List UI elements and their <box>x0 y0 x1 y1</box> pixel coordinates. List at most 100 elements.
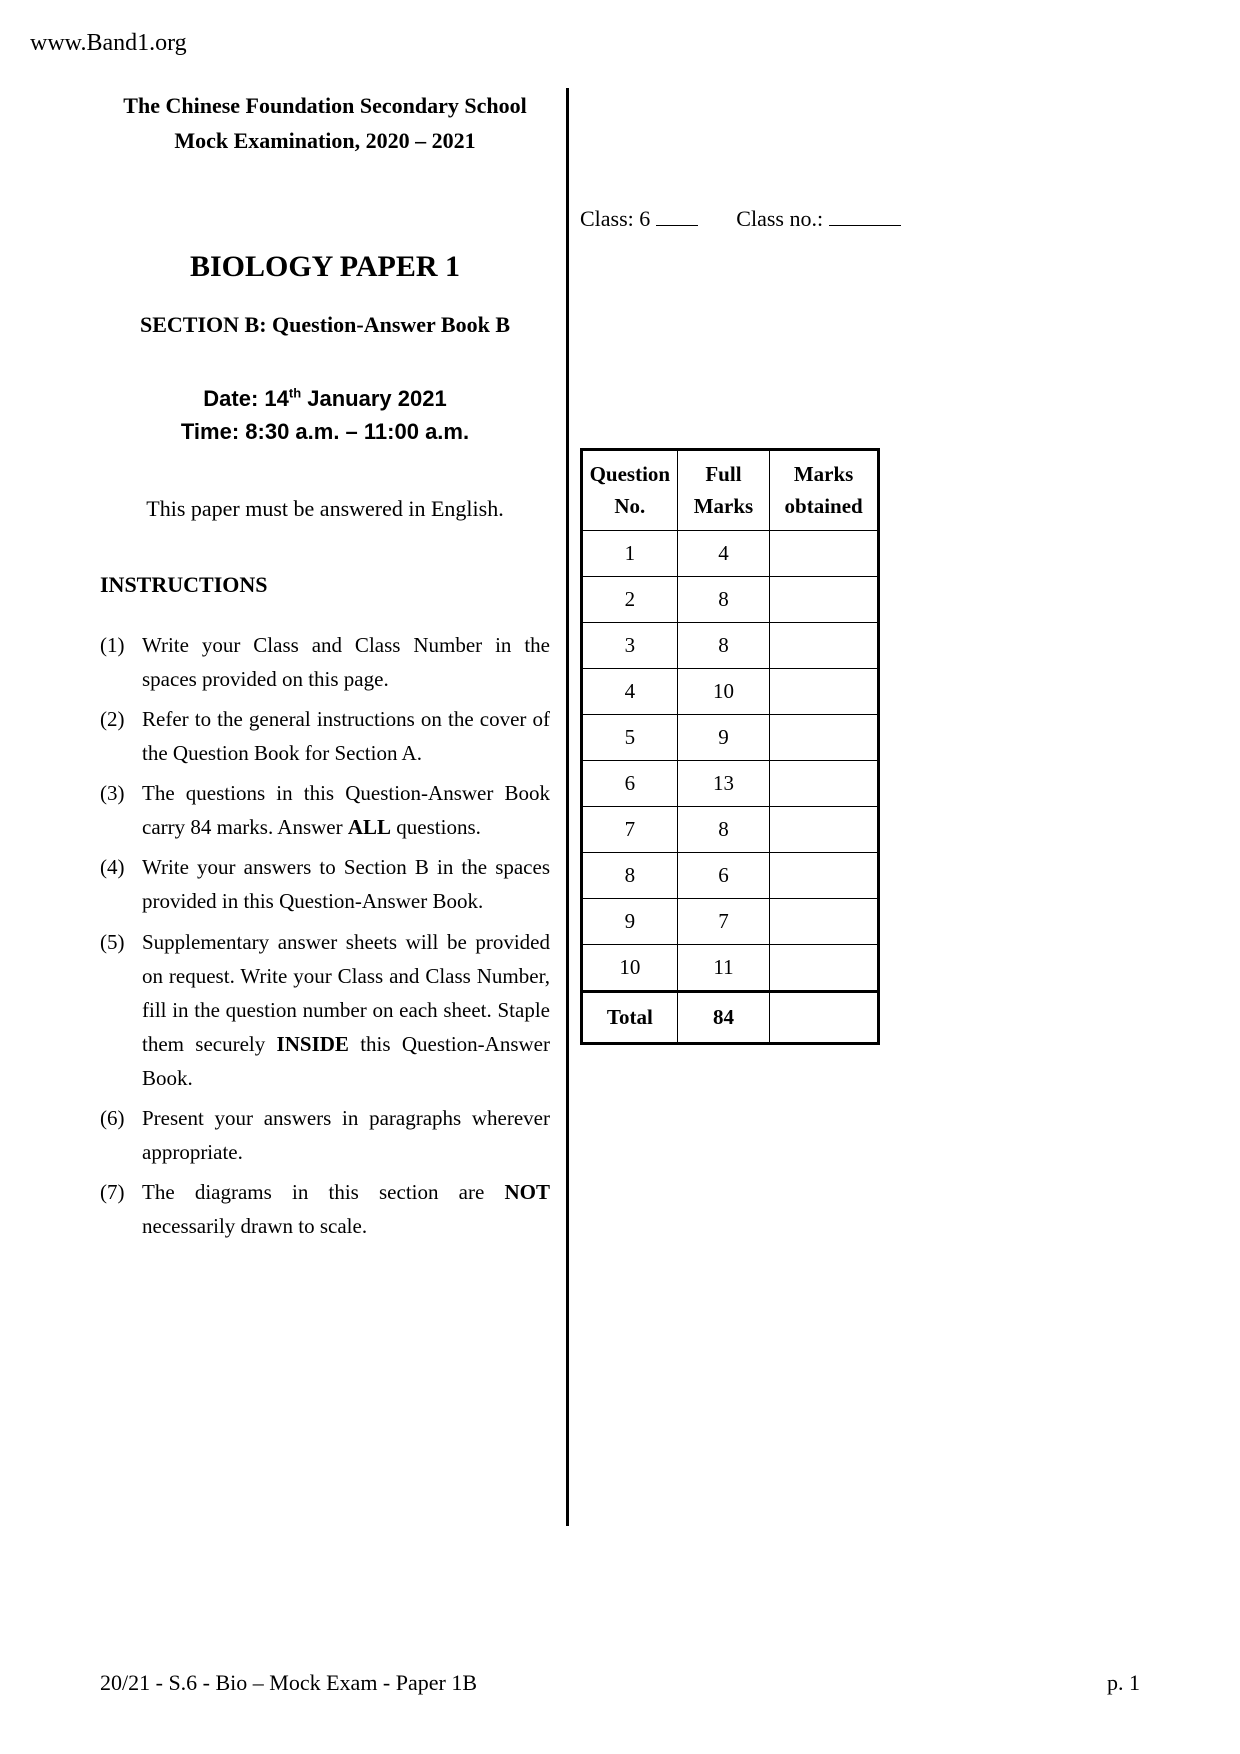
left-panel: The Chinese Foundation Secondary School … <box>100 88 550 1249</box>
cell-obtained[interactable] <box>770 945 879 992</box>
cell-fullmarks: 8 <box>677 807 770 853</box>
vertical-divider <box>566 88 569 1526</box>
website-url: www.Band1.org <box>30 30 187 57</box>
instruction-text: Supplementary answer sheets will be prov… <box>142 925 550 1095</box>
instruction-text-part: necessarily drawn to scale. <box>142 1214 367 1238</box>
english-note: This paper must be answered in English. <box>100 496 550 522</box>
date-label: Date: 14 <box>203 386 289 411</box>
instruction-text-part: questions. <box>391 815 481 839</box>
instruction-num: (5) <box>100 925 142 1095</box>
instruction-text: Refer to the general instructions on the… <box>142 702 550 770</box>
instruction-num: (4) <box>100 850 142 918</box>
cell-fullmarks: 6 <box>677 853 770 899</box>
instruction-text: Write your answers to Section B in the s… <box>142 850 550 918</box>
instruction-text: The diagrams in this section are NOT nec… <box>142 1175 550 1243</box>
page-body: The Chinese Foundation Secondary School … <box>100 88 1140 1588</box>
cell-total-obtained[interactable] <box>770 992 879 1044</box>
th-question-no: QuestionNo. <box>582 450 678 531</box>
instruction-item: (3) The questions in this Question-Answe… <box>100 776 550 844</box>
cell-qno: 1 <box>582 531 678 577</box>
table-row: 78 <box>582 807 879 853</box>
page-footer: 20/21 - S.6 - Bio – Mock Exam - Paper 1B… <box>100 1670 1140 1696</box>
table-row: 28 <box>582 577 879 623</box>
instruction-text-part: The questions in this Question-Answer Bo… <box>142 781 550 839</box>
table-row: 14 <box>582 531 879 577</box>
instruction-item: (4) Write your answers to Section B in t… <box>100 850 550 918</box>
instruction-text: Present your answers in paragraphs where… <box>142 1101 550 1169</box>
marks-table-body: 14 28 38 410 59 613 78 86 97 1011 Total8… <box>582 531 879 1044</box>
instruction-item: (7) The diagrams in this section are NOT… <box>100 1175 550 1243</box>
cell-fullmarks: 8 <box>677 623 770 669</box>
cell-obtained[interactable] <box>770 899 879 945</box>
table-row: 86 <box>582 853 879 899</box>
table-row: 59 <box>582 715 879 761</box>
instruction-num: (3) <box>100 776 142 844</box>
cell-fullmarks: 7 <box>677 899 770 945</box>
section-subtitle: SECTION B: Question-Answer Book B <box>100 312 550 338</box>
time-line: Time: 8:30 a.m. – 11:00 a.m. <box>100 415 550 448</box>
class-no-label: Class no.: <box>736 206 823 231</box>
cell-qno: 4 <box>582 669 678 715</box>
th-marks-obtained: Marksobtained <box>770 450 879 531</box>
exam-name: Mock Examination, 2020 – 2021 <box>100 123 550 158</box>
table-row: 410 <box>582 669 879 715</box>
footer-left: 20/21 - S.6 - Bio – Mock Exam - Paper 1B <box>100 1670 477 1696</box>
cell-fullmarks: 8 <box>677 577 770 623</box>
table-row: 613 <box>582 761 879 807</box>
cell-obtained[interactable] <box>770 853 879 899</box>
instruction-text: Write your Class and Class Number in the… <box>142 628 550 696</box>
instruction-bold: ALL <box>348 815 391 839</box>
instruction-item: (5) Supplementary answer sheets will be … <box>100 925 550 1095</box>
cell-total-value: 84 <box>677 992 770 1044</box>
cell-obtained[interactable] <box>770 623 879 669</box>
instruction-bold: NOT <box>504 1180 550 1204</box>
instruction-num: (7) <box>100 1175 142 1243</box>
cell-qno: 5 <box>582 715 678 761</box>
cell-fullmarks: 10 <box>677 669 770 715</box>
cell-qno: 8 <box>582 853 678 899</box>
cell-fullmarks: 13 <box>677 761 770 807</box>
class-label: Class: 6 <box>580 206 650 231</box>
cell-obtained[interactable] <box>770 807 879 853</box>
cell-qno: 6 <box>582 761 678 807</box>
instructions-list: (1) Write your Class and Class Number in… <box>100 628 550 1242</box>
class-no-blank[interactable] <box>829 225 901 226</box>
marks-table: QuestionNo. FullMarks Marksobtained 14 2… <box>580 448 880 1045</box>
instruction-item: (2) Refer to the general instructions on… <box>100 702 550 770</box>
table-header-row: QuestionNo. FullMarks Marksobtained <box>582 450 879 531</box>
cell-obtained[interactable] <box>770 761 879 807</box>
instructions-heading: INSTRUCTIONS <box>100 572 550 598</box>
instruction-num: (1) <box>100 628 142 696</box>
table-row: 38 <box>582 623 879 669</box>
table-row: 1011 <box>582 945 879 992</box>
footer-right: p. 1 <box>1107 1670 1140 1696</box>
cell-qno: 7 <box>582 807 678 853</box>
table-row: 97 <box>582 899 879 945</box>
cell-qno: 10 <box>582 945 678 992</box>
instruction-num: (6) <box>100 1101 142 1169</box>
table-total-row: Total84 <box>582 992 879 1044</box>
instruction-text: The questions in this Question-Answer Bo… <box>142 776 550 844</box>
datetime-block: Date: 14th January 2021 Time: 8:30 a.m. … <box>100 382 550 448</box>
cell-qno: 9 <box>582 899 678 945</box>
cell-obtained[interactable] <box>770 577 879 623</box>
cell-total-label: Total <box>582 992 678 1044</box>
date-line: Date: 14th January 2021 <box>100 382 550 415</box>
paper-title: BIOLOGY PAPER 1 <box>100 250 550 284</box>
cell-fullmarks: 4 <box>677 531 770 577</box>
cell-qno: 3 <box>582 623 678 669</box>
instruction-num: (2) <box>100 702 142 770</box>
instruction-text-part: The diagrams in this section are <box>142 1180 504 1204</box>
school-name: The Chinese Foundation Secondary School <box>100 88 550 123</box>
class-blank[interactable] <box>656 225 698 226</box>
cell-fullmarks: 9 <box>677 715 770 761</box>
date-suffix: th <box>289 386 301 401</box>
school-header: The Chinese Foundation Secondary School … <box>100 88 550 158</box>
cell-obtained[interactable] <box>770 715 879 761</box>
cell-obtained[interactable] <box>770 669 879 715</box>
date-rest: January 2021 <box>301 386 447 411</box>
cell-fullmarks: 11 <box>677 945 770 992</box>
instruction-item: (6) Present your answers in paragraphs w… <box>100 1101 550 1169</box>
cell-obtained[interactable] <box>770 531 879 577</box>
th-full-marks: FullMarks <box>677 450 770 531</box>
